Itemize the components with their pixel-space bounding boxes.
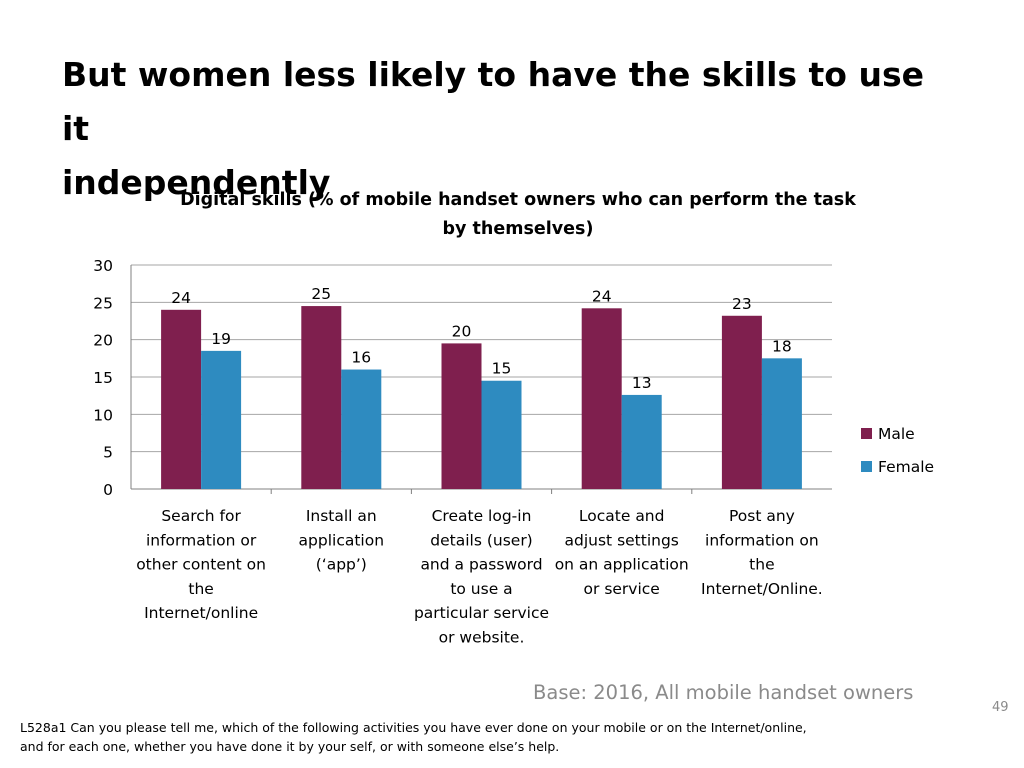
x-category-label: to use a <box>450 580 512 598</box>
bar-male <box>581 308 622 489</box>
y-tick-label: 25 <box>93 294 113 312</box>
chart-title-line-1: Digital skills (% of mobile handset owne… <box>180 190 856 210</box>
x-category-label: details (user) <box>430 531 532 549</box>
x-category-label: Internet/online <box>144 604 258 622</box>
chart-title-line-2: by themselves) <box>442 219 594 239</box>
data-label-male: 24 <box>171 289 191 307</box>
legend-swatch-male <box>861 428 872 439</box>
bar-chart: 0 5 10 15 20 25 30 24 19 Search for information or… <box>93 257 934 647</box>
bar-male <box>301 306 342 489</box>
bar-female <box>341 369 382 489</box>
x-category-label: Locate and <box>579 507 665 525</box>
page-number: 49 <box>992 700 1009 715</box>
y-tick-label: 5 <box>103 444 113 462</box>
bar-male <box>721 315 762 489</box>
bar-male <box>161 309 202 489</box>
bar-female <box>481 380 522 489</box>
legend-label-male: Male <box>878 425 915 443</box>
y-tick-label: 10 <box>93 406 113 424</box>
y-tick-label: 20 <box>93 332 113 350</box>
x-category-label: on an application <box>555 556 689 574</box>
chart-title: Digital skills (% of mobile handset owne… <box>168 186 868 244</box>
footnote-line-1: L528a1 Can you please tell me, which of … <box>20 720 807 735</box>
data-label-female: 16 <box>351 349 371 367</box>
x-category-label: (‘app’) <box>316 556 367 574</box>
x-category-label: Create log-in <box>432 507 532 525</box>
x-category-label: Internet/Online. <box>701 580 823 598</box>
footnote: L528a1 Can you please tell me, which of … <box>20 718 920 756</box>
x-category-label: and a password <box>420 556 542 574</box>
bar-female <box>201 350 242 489</box>
bar-female <box>621 394 662 489</box>
bar-male <box>441 343 482 489</box>
x-category-label: adjust settings <box>565 531 679 549</box>
x-category-label: or website. <box>439 629 525 647</box>
data-label-male: 25 <box>311 285 331 303</box>
y-tick-label: 30 <box>93 257 113 275</box>
x-category-label: application <box>299 531 385 549</box>
slide-title: But women less likely to have the skills… <box>62 48 962 210</box>
x-category-label: Search for <box>161 507 241 525</box>
footnote-line-2: and for each one, whether you have done … <box>20 739 560 754</box>
slide-title-line-1: But women less likely to have the skills… <box>62 55 924 148</box>
slide-title-line-2: independently <box>62 163 331 202</box>
data-label-female: 15 <box>492 360 512 378</box>
data-label-female: 18 <box>772 337 792 355</box>
x-category-label: information or <box>146 531 257 549</box>
x-category-label: the <box>749 556 774 574</box>
bar-female <box>761 358 802 489</box>
data-label-male: 20 <box>452 322 472 340</box>
x-category-label: or service <box>584 580 660 598</box>
y-tick-label: 15 <box>93 369 113 387</box>
x-category-label: Post any <box>729 507 795 525</box>
data-label-female: 13 <box>632 374 652 392</box>
data-label-male: 23 <box>732 295 752 313</box>
legend-label-female: Female <box>878 458 934 476</box>
legend-swatch-female <box>861 461 872 472</box>
base-note: Base: 2016, All mobile handset owners <box>533 681 914 704</box>
data-label-female: 19 <box>211 330 231 348</box>
y-tick-label: 0 <box>103 481 113 499</box>
x-category-label: Install an <box>306 507 377 525</box>
x-category-label: the <box>188 580 213 598</box>
x-category-label: information on <box>705 531 819 549</box>
x-category-label: other content on <box>136 556 266 574</box>
x-category-label: particular service <box>414 604 549 622</box>
data-label-male: 24 <box>592 287 612 305</box>
